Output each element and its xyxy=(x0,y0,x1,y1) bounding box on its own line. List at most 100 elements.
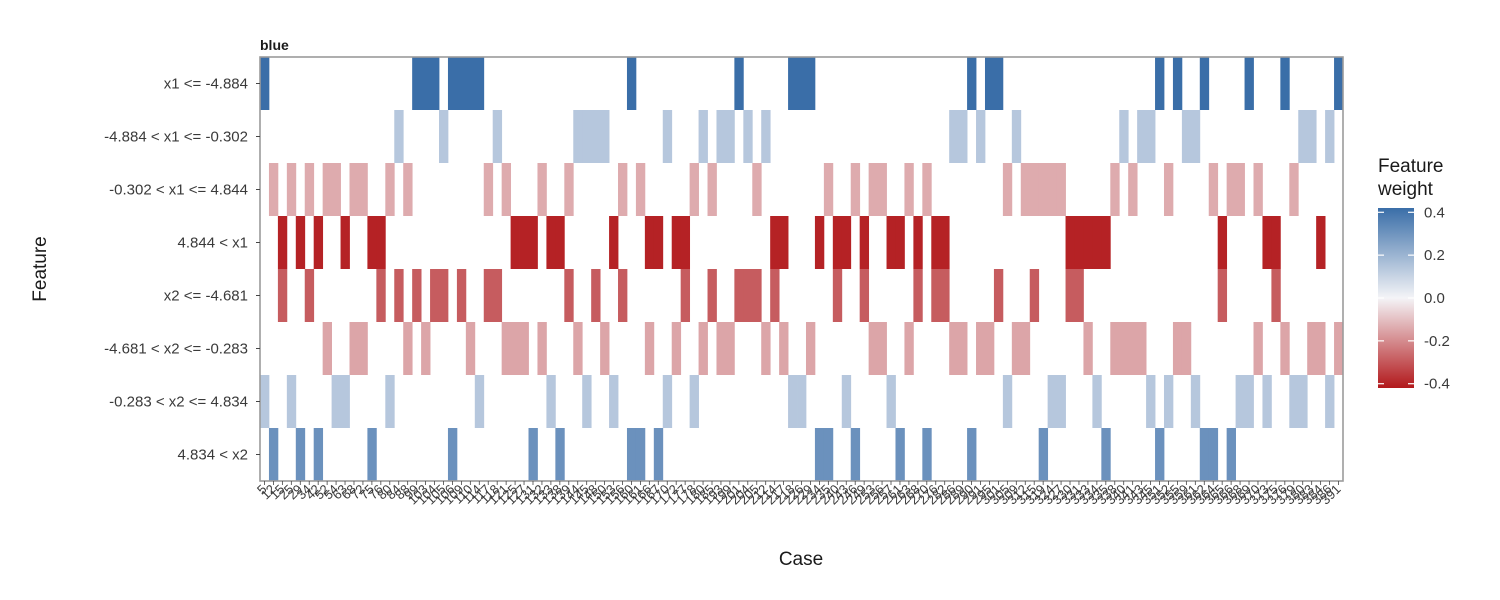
y-tick-label: 4.834 < x2 xyxy=(178,447,248,464)
heatmap-cell xyxy=(1307,322,1317,375)
heatmap-cell xyxy=(823,428,834,481)
y-tick-label: 4.844 < x1 xyxy=(178,235,248,252)
heatmap-cell xyxy=(286,163,297,216)
heatmap-cell xyxy=(1119,322,1129,375)
heatmap-cell xyxy=(564,269,574,322)
heatmap-cell xyxy=(591,110,601,163)
heatmap-cell xyxy=(537,322,547,375)
heatmap-cell xyxy=(376,216,386,269)
heatmap-cell xyxy=(1155,57,1165,110)
heatmap-cell xyxy=(644,216,655,269)
heatmap-cell xyxy=(1172,322,1183,375)
heatmap-cell xyxy=(573,322,583,375)
heatmap-cell xyxy=(1298,375,1308,428)
heatmap-cells xyxy=(260,57,1344,481)
heatmap-cell xyxy=(1217,216,1228,269)
heatmap-cell xyxy=(1092,375,1102,428)
heatmap-cell xyxy=(1065,216,1075,269)
heatmap-cell xyxy=(609,375,619,428)
heatmap-cell xyxy=(671,322,682,375)
heatmap-cell xyxy=(886,216,896,269)
heatmap-cell xyxy=(1325,110,1335,163)
heatmap-cell xyxy=(483,269,494,322)
heatmap-cell xyxy=(779,322,789,375)
heatmap-cell xyxy=(797,57,807,110)
heatmap-cell xyxy=(1163,375,1174,428)
legend-tick-label: 0.2 xyxy=(1424,247,1445,264)
heatmap-cell xyxy=(519,216,529,269)
heatmap-cell xyxy=(743,269,753,322)
heatmap-cell xyxy=(1065,269,1075,322)
heatmap-cell xyxy=(877,322,887,375)
heatmap-cell xyxy=(430,57,440,110)
x-axis-title: Case xyxy=(779,549,823,570)
heatmap-cell xyxy=(949,322,959,375)
heatmap-cell xyxy=(752,163,762,216)
heatmap-cell xyxy=(403,322,413,375)
heatmap-cell xyxy=(680,216,691,269)
heatmap-cell xyxy=(1083,216,1093,269)
heatmap-cell xyxy=(698,110,708,163)
heatmap-cell xyxy=(546,216,556,269)
y-tick-label: x1 <= -4.884 xyxy=(164,76,248,93)
heatmap-cell xyxy=(367,216,377,269)
heatmap-cell xyxy=(1334,322,1344,375)
heatmap-cell xyxy=(277,216,288,269)
heatmap-cell xyxy=(743,110,753,163)
heatmap-cell xyxy=(1011,110,1022,163)
heatmap-cell xyxy=(1110,322,1120,375)
heatmap-cell xyxy=(582,375,592,428)
heatmap-cell xyxy=(546,375,556,428)
heatmap-cell xyxy=(268,163,279,216)
heatmap-cell xyxy=(591,269,601,322)
heatmap-cell xyxy=(1253,163,1263,216)
heatmap-cell xyxy=(313,216,324,269)
heatmap-cell xyxy=(1271,216,1281,269)
legend-tick-label: -0.2 xyxy=(1424,333,1450,350)
heatmap-cell xyxy=(564,163,574,216)
heatmap-cell xyxy=(680,269,691,322)
heatmap-cell xyxy=(510,216,520,269)
heatmap-cell xyxy=(1038,428,1049,481)
heatmap-cell xyxy=(1289,375,1299,428)
heatmap-cell xyxy=(716,110,726,163)
heatmap-cell xyxy=(698,322,708,375)
heatmap-cell xyxy=(770,216,780,269)
heatmap-cell xyxy=(376,269,386,322)
heatmap-cell xyxy=(331,375,341,428)
legend-tick-label: 0.4 xyxy=(1424,204,1445,221)
heatmap-cell xyxy=(967,428,977,481)
heatmap-cell xyxy=(716,322,726,375)
heatmap-cell xyxy=(913,216,923,269)
heatmap-cell xyxy=(1289,163,1299,216)
heatmap-cell xyxy=(1029,269,1040,322)
heatmap-cell xyxy=(635,163,646,216)
y-axis-tick-labels: x1 <= -4.884 -4.884 < x1 <= -0.302 -0.302 … xyxy=(104,76,260,464)
heatmap-cell xyxy=(322,163,332,216)
heatmap-cell xyxy=(492,269,503,322)
heatmap-cell xyxy=(931,216,941,269)
heatmap-cell xyxy=(331,163,341,216)
heatmap-cell xyxy=(268,428,279,481)
heatmap-cell xyxy=(984,322,995,375)
heatmap-cell xyxy=(385,163,395,216)
heatmap-cell xyxy=(689,163,699,216)
heatmap-cell xyxy=(1110,163,1120,216)
heatmap-cell xyxy=(841,216,852,269)
heatmap-cell xyxy=(653,216,664,269)
heatmap-cell xyxy=(385,375,395,428)
legend-title-line-2: weight xyxy=(1377,179,1434,200)
heatmap-cell xyxy=(277,269,288,322)
heatmap-cell xyxy=(779,216,789,269)
heatmap-cell xyxy=(1199,428,1210,481)
heatmap-cell xyxy=(707,163,717,216)
heatmap-cell xyxy=(501,322,512,375)
heatmap-cell xyxy=(1128,163,1138,216)
heatmap-cell xyxy=(626,57,637,110)
heatmap-cell xyxy=(573,110,583,163)
heatmap-cell xyxy=(412,57,422,110)
heatmap-cell xyxy=(850,163,861,216)
heatmap-cell xyxy=(626,428,637,481)
heatmap-cell xyxy=(519,322,529,375)
